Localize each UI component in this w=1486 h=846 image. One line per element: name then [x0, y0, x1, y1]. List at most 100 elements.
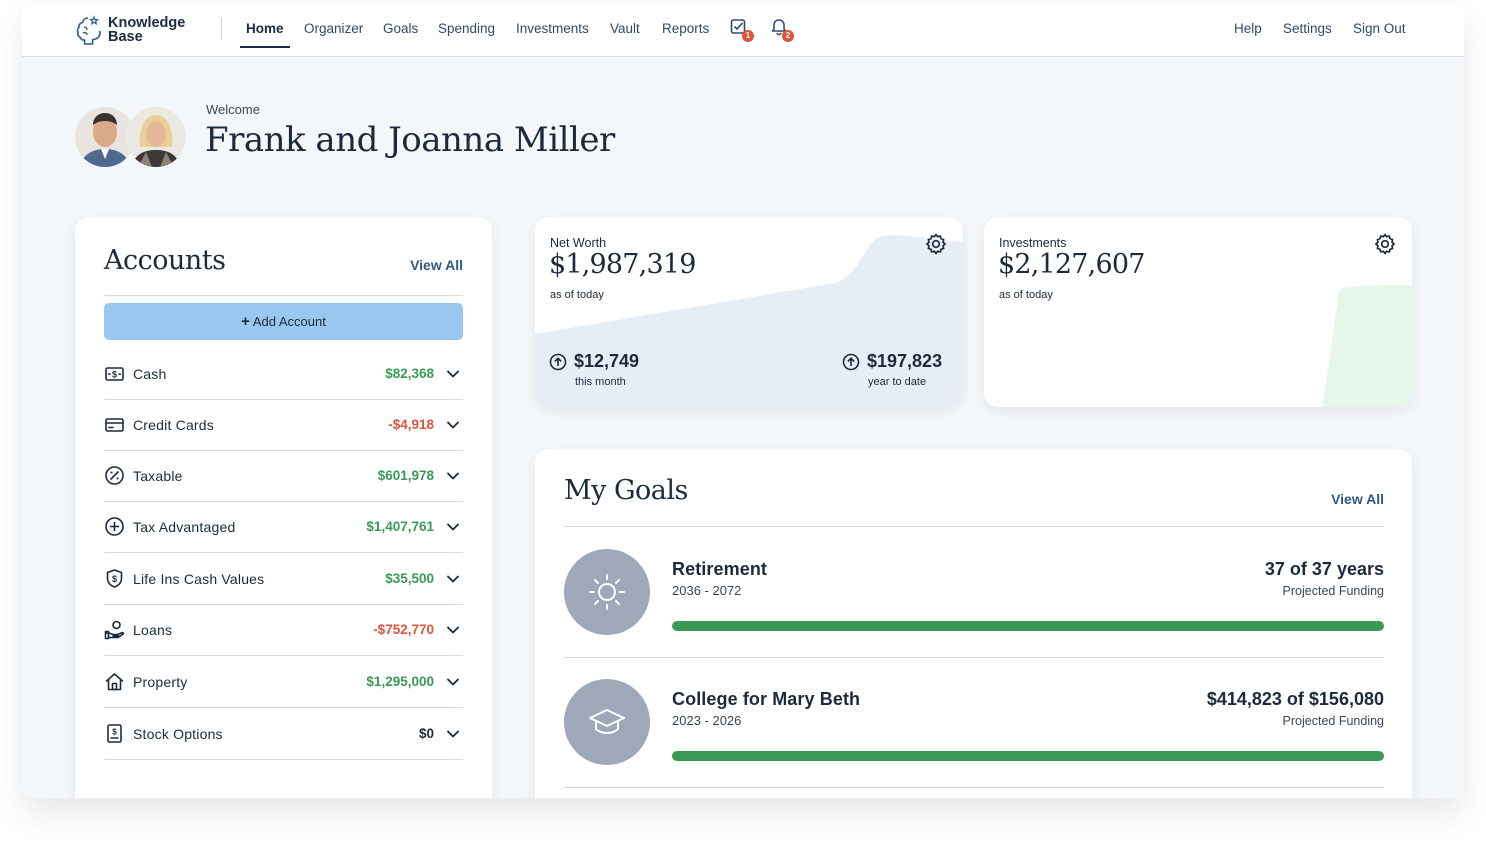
goal-divider	[564, 657, 1384, 658]
nav-settings[interactable]: Settings	[1283, 21, 1332, 36]
chevron-down-icon[interactable]	[446, 623, 460, 637]
nav-vault[interactable]: Vault	[610, 21, 640, 36]
chevron-down-icon[interactable]	[446, 418, 460, 432]
cash-icon: $	[105, 367, 124, 381]
app-frame: Knowledge Base Home Organizer Goals Spen…	[22, 4, 1464, 798]
nav-home[interactable]: Home	[246, 21, 284, 36]
goal-name: College for Mary Beth	[672, 689, 861, 709]
investments-label: Investments	[999, 236, 1067, 250]
goals-view-all-link[interactable]: View All	[1331, 491, 1384, 507]
account-row-loans[interactable]: Loans -$752,770	[104, 605, 463, 656]
net-worth-card[interactable]: Net Worth $1,987,319 as of today $12,749…	[535, 217, 963, 407]
account-value: -$752,770	[373, 622, 434, 637]
account-row-taxable[interactable]: Taxable $601,978	[104, 451, 463, 502]
net-worth-as-of: as of today	[550, 289, 604, 301]
checkbox-icon	[730, 19, 746, 34]
nav-investments[interactable]: Investments	[516, 21, 589, 36]
svg-text:$: $	[112, 728, 117, 737]
nav-sign-out[interactable]: Sign Out	[1353, 21, 1406, 36]
month-change: $12,749	[549, 351, 639, 372]
gear-icon[interactable]	[924, 232, 948, 256]
gear-icon[interactable]	[1373, 232, 1397, 256]
chevron-down-icon[interactable]	[446, 572, 460, 586]
investments-value: $2,127,607	[998, 249, 1145, 280]
loan-hand-icon	[104, 620, 125, 640]
add-account-button[interactable]: + Add Account	[104, 303, 463, 340]
add-account-label: Add Account	[252, 314, 326, 329]
bell-icon	[771, 19, 787, 36]
goal-item-retirement[interactable]: Retirement 2036 - 2072 37 of 37 years Pr…	[564, 549, 1384, 679]
investments-trend-area	[1322, 285, 1412, 407]
goal-item-college[interactable]: College for Mary Beth 2023 - 2026 $414,8…	[564, 679, 1384, 798]
notifications-badge: 2	[782, 30, 794, 42]
row-divider	[104, 604, 463, 605]
goals-card: My Goals View All Retirement 2036 - 2072…	[535, 449, 1412, 798]
accounts-view-all-link[interactable]: View All	[410, 257, 463, 273]
brain-logo-icon	[76, 15, 101, 45]
goal-progress-bar	[672, 621, 1384, 631]
avatar-joanna	[126, 107, 186, 167]
nav-spending[interactable]: Spending	[438, 21, 496, 36]
chevron-down-icon[interactable]	[446, 675, 460, 689]
avatar-frank	[75, 107, 135, 167]
nav-organizer[interactable]: Organizer	[304, 21, 364, 36]
row-divider	[104, 399, 463, 400]
account-value: $0	[418, 726, 434, 741]
row-divider	[104, 552, 463, 553]
nav-goals[interactable]: Goals	[383, 21, 419, 36]
brand-line-1: Knowledge	[108, 15, 186, 31]
notifications-button[interactable]: 2	[770, 18, 794, 42]
percent-icon	[105, 466, 124, 485]
net-worth-value: $1,987,319	[549, 249, 696, 280]
row-divider	[104, 759, 463, 760]
ytd-change-label: year to date	[868, 376, 927, 388]
net-worth-trend-area	[535, 235, 963, 407]
goal-name: Retirement	[672, 559, 768, 579]
goal-years: 2036 - 2072	[672, 583, 742, 598]
goal-funding: $414,823 of $156,080	[1206, 689, 1384, 709]
account-row-stock-options[interactable]: $ Stock Options $0	[104, 709, 463, 760]
chevron-down-icon[interactable]	[446, 520, 460, 534]
goal-years: 2023 - 2026	[672, 713, 742, 728]
credit-card-icon	[105, 418, 124, 432]
account-label: Stock Options	[133, 726, 223, 742]
investments-as-of: as of today	[999, 289, 1053, 301]
month-change-label: this month	[575, 376, 626, 388]
brand-logo[interactable]: Knowledge Base	[74, 14, 185, 46]
svg-text:$: $	[112, 574, 117, 584]
welcome-label: Welcome	[206, 102, 260, 117]
account-row-property[interactable]: Property $1,295,000	[104, 657, 463, 708]
stock-document-icon: $	[107, 724, 122, 743]
plus-circle-icon	[105, 517, 124, 536]
tasks-button[interactable]: 1	[730, 18, 754, 42]
account-row-life-ins-cash-values[interactable]: $ Life Ins Cash Values $35,500	[104, 554, 463, 605]
account-value: $35,500	[385, 571, 434, 586]
accounts-card: Accounts View All + Add Account $ Cash $82…	[75, 217, 492, 798]
account-row-cash[interactable]: $ Cash $82,368	[104, 349, 463, 400]
chevron-down-icon[interactable]	[446, 469, 460, 483]
account-label: Property	[133, 674, 188, 690]
nav-help[interactable]: Help	[1234, 21, 1262, 36]
goal-progress-track	[672, 751, 1384, 761]
account-row-credit-cards[interactable]: Credit Cards -$4,918	[104, 400, 463, 451]
svg-text:$: $	[112, 370, 117, 380]
account-value: $82,368	[385, 366, 434, 381]
brand-name: Knowledge Base	[108, 15, 186, 45]
nav-reports[interactable]: Reports	[662, 21, 710, 36]
chevron-down-icon[interactable]	[446, 727, 460, 741]
sun-icon	[589, 574, 625, 610]
account-row-tax-advantaged[interactable]: Tax Advantaged $1,407,761	[104, 502, 463, 553]
investments-card[interactable]: Investments $2,127,607 as of today	[984, 217, 1412, 407]
goal-icon-circle	[564, 679, 650, 765]
accounts-divider	[104, 295, 463, 296]
goals-divider	[564, 526, 1384, 527]
account-label: Credit Cards	[133, 417, 214, 433]
arrow-up-circle-icon	[842, 353, 860, 370]
account-label: Loans	[133, 622, 173, 638]
chevron-down-icon[interactable]	[446, 367, 460, 381]
account-value: -$4,918	[388, 417, 434, 432]
row-divider	[104, 707, 463, 708]
row-divider	[104, 501, 463, 502]
goals-title: My Goals	[564, 475, 688, 506]
nav-divider	[221, 18, 222, 40]
